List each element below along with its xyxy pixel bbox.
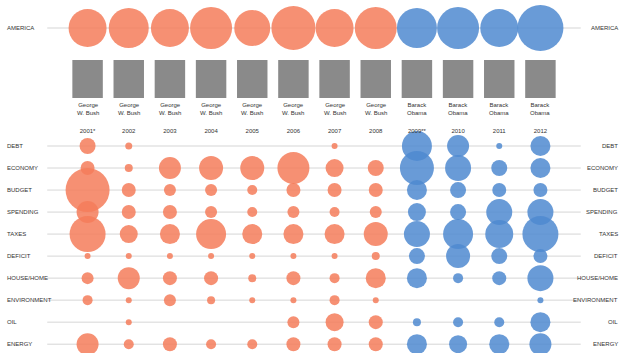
svg-text:GeorgeW. Bush: GeorgeW. Bush: [159, 102, 181, 116]
svg-text:ENERGY: ENERGY: [7, 341, 32, 347]
svg-text:DEFICIT: DEFICIT: [594, 253, 618, 259]
svg-text:TAXES: TAXES: [599, 231, 618, 237]
svg-text:2006: 2006: [287, 128, 301, 134]
svg-text:AMERICA: AMERICA: [591, 25, 618, 31]
svg-text:ENERGY: ENERGY: [593, 341, 618, 347]
svg-text:BarackObama: BarackObama: [530, 102, 550, 116]
svg-text:2001*: 2001*: [80, 128, 96, 134]
svg-text:OIL: OIL: [7, 319, 17, 325]
svg-text:2002: 2002: [122, 128, 136, 134]
svg-text:TAXES: TAXES: [7, 231, 26, 237]
svg-text:BarackObama: BarackObama: [448, 102, 468, 116]
svg-text:DEFICIT: DEFICIT: [7, 253, 31, 259]
svg-text:GeorgeW. Bush: GeorgeW. Bush: [118, 102, 140, 116]
svg-text:2004: 2004: [204, 128, 218, 134]
svg-text:DEBT: DEBT: [602, 143, 618, 149]
svg-text:SPENDING: SPENDING: [7, 209, 39, 215]
svg-text:BUDGET: BUDGET: [7, 187, 32, 193]
svg-text:AMERICA: AMERICA: [7, 25, 34, 31]
svg-text:HOUSE/HOME: HOUSE/HOME: [7, 275, 48, 281]
svg-text:GeorgeW. Bush: GeorgeW. Bush: [365, 102, 387, 116]
svg-text:2011: 2011: [493, 128, 507, 134]
svg-text:2012: 2012: [534, 128, 548, 134]
svg-text:BarackObama: BarackObama: [407, 102, 427, 116]
svg-text:2005: 2005: [246, 128, 260, 134]
svg-text:BarackObama: BarackObama: [489, 102, 509, 116]
svg-text:OIL: OIL: [608, 319, 618, 325]
svg-text:GeorgeW. Bush: GeorgeW. Bush: [200, 102, 222, 116]
svg-text:BUDGET: BUDGET: [593, 187, 618, 193]
svg-text:2007: 2007: [328, 128, 342, 134]
svg-text:DEBT: DEBT: [7, 143, 23, 149]
svg-text:GeorgeW. Bush: GeorgeW. Bush: [282, 102, 304, 116]
svg-text:2009**: 2009**: [408, 128, 427, 134]
svg-text:ENVIRONMENT: ENVIRONMENT: [573, 297, 618, 303]
svg-text:2003: 2003: [163, 128, 177, 134]
svg-text:2010: 2010: [451, 128, 465, 134]
svg-text:GeorgeW. Bush: GeorgeW. Bush: [241, 102, 263, 116]
svg-text:ECONOMY: ECONOMY: [587, 165, 618, 171]
svg-text:ENVIRONMENT: ENVIRONMENT: [7, 297, 52, 303]
svg-text:GeorgeW. Bush: GeorgeW. Bush: [77, 102, 99, 116]
svg-text:GeorgeW. Bush: GeorgeW. Bush: [324, 102, 346, 116]
svg-text:HOUSE/HOME: HOUSE/HOME: [577, 275, 618, 281]
svg-text:2008: 2008: [369, 128, 383, 134]
svg-text:SPENDING: SPENDING: [586, 209, 618, 215]
svg-text:ECONOMY: ECONOMY: [7, 165, 38, 171]
